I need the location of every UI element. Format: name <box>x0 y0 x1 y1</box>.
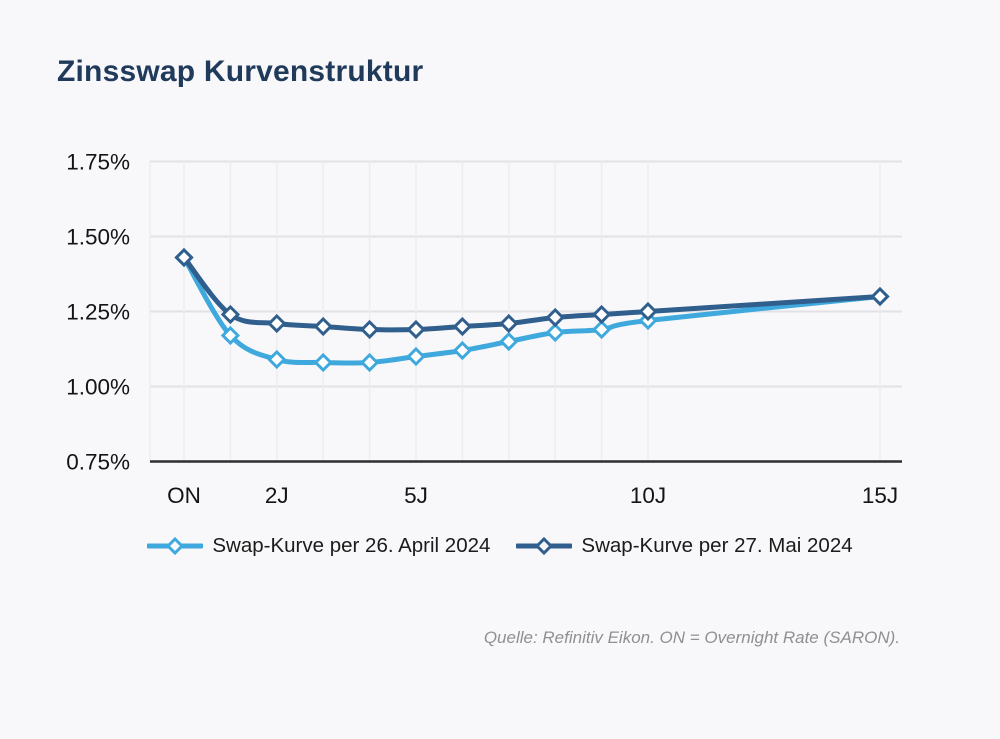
data-point-marker-april <box>406 346 426 367</box>
data-point-marker-mai <box>267 313 287 334</box>
chart-title: Zinsswap Kurvenstruktur <box>57 55 424 88</box>
y-tick-label: 1.75% <box>66 150 130 175</box>
y-tick-label: 1.25% <box>66 300 130 325</box>
data-point-marker-april <box>591 319 612 340</box>
data-point-marker-mai <box>870 286 890 307</box>
legend-item-mai-2024: Swap-Kurve per 27. Mai 2024 <box>516 534 853 558</box>
data-point-marker-mai <box>499 313 519 334</box>
data-point-marker-mai <box>591 304 612 325</box>
y-tick-label: 1.50% <box>66 225 130 250</box>
x-tick-label: 2J <box>265 483 289 508</box>
data-point-marker-mai <box>359 319 380 340</box>
data-point-marker-mai <box>174 247 194 268</box>
data-point-marker-mai <box>406 319 426 340</box>
data-point-marker-april <box>313 352 333 373</box>
y-tick-label: 1.00% <box>66 375 130 400</box>
series-line-april <box>181 255 883 366</box>
legend-label-april-2024: Swap-Kurve per 26. April 2024 <box>212 534 491 557</box>
x-tick-label: 10J <box>630 483 666 508</box>
data-point-marker-april <box>545 322 565 343</box>
y-tick-label: 0.75% <box>66 450 130 475</box>
data-point-marker-mai <box>220 304 241 325</box>
source-note: Quelle: Refinitiv Eikon. ON = Overnight … <box>483 628 900 647</box>
mai-line-swatch-icon <box>516 537 573 555</box>
legend-label-mai-2024: Swap-Kurve per 27. Mai 2024 <box>581 534 853 557</box>
x-tick-label: ON <box>167 483 201 508</box>
data-point-marker-april <box>359 352 380 373</box>
data-point-marker-april <box>267 349 287 370</box>
data-point-marker-april <box>452 340 473 361</box>
data-point-marker-april <box>220 325 241 346</box>
series-line-mai <box>181 255 883 333</box>
april-line-swatch-icon <box>147 537 204 555</box>
data-point-marker-mai <box>452 316 473 337</box>
data-point-marker-mai <box>638 301 658 322</box>
plot-area: 1.75% 1.50% 1.25% 1.00% 0.75% ON 2J 5J 10J 15J <box>66 150 902 508</box>
legend-item-april-2024: Swap-Kurve per 26. April 2024 <box>147 534 490 558</box>
x-tick-label: 15J <box>862 483 898 508</box>
data-point-marker-mai <box>313 316 333 337</box>
data-point-marker-april <box>499 331 519 352</box>
x-tick-label: 5J <box>404 483 428 508</box>
legend: Swap-Kurve per 26. April 2024 Swap-Kurve… <box>0 534 1000 558</box>
data-point-marker-mai <box>545 307 565 328</box>
